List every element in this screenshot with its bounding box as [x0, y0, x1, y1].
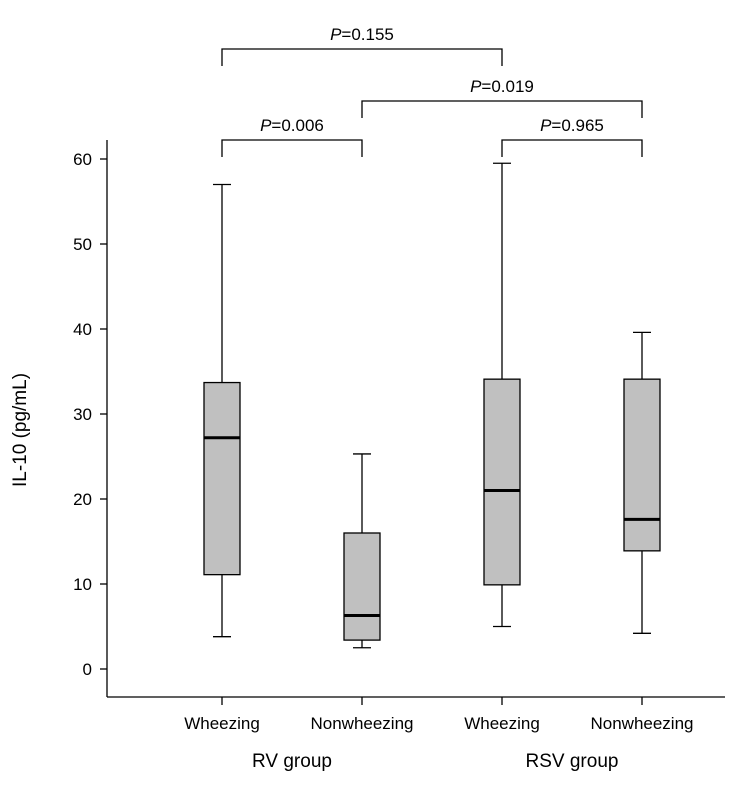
category-labels: Wheezing Nonwheezing Wheezing Nonwheezing RV… [184, 714, 693, 772]
bracket-line [221, 48, 503, 66]
p-symbol: P [470, 77, 482, 96]
y-tick-label: 60 [73, 150, 92, 169]
p-value: =0.006 [271, 116, 323, 135]
category-label: Wheezing [184, 714, 260, 733]
y-tick-label: 20 [73, 490, 92, 509]
p-symbol: P [540, 116, 552, 135]
iqr-box [623, 378, 661, 552]
iqr-box [203, 381, 241, 576]
iqr-box [343, 532, 381, 641]
p-value-label: P=0.155 [330, 25, 394, 44]
bracket-line [361, 100, 643, 118]
p-value-label: P=0.019 [470, 77, 534, 96]
box-4 [623, 331, 661, 705]
comparison-bracket: P=0.019 [361, 77, 643, 118]
comparison-bracket: P=0.155 [221, 25, 503, 66]
comparison-bracket: P=0.006 [221, 116, 363, 157]
y-tick-label: 0 [83, 660, 92, 679]
y-tick-label: 50 [73, 235, 92, 254]
box-2 [343, 453, 381, 705]
iqr-box [483, 378, 521, 586]
p-value: =0.155 [341, 25, 393, 44]
y-tick-label: 40 [73, 320, 92, 339]
p-value-label: P=0.006 [260, 116, 324, 135]
comparison-bracket: P=0.965 [501, 116, 643, 157]
y-axis-title: IL-10 (pg/mL) [10, 373, 31, 487]
y-tick-label: 10 [73, 575, 92, 594]
p-symbol: P [330, 25, 342, 44]
bracket-line [221, 139, 363, 157]
box-3 [483, 162, 521, 705]
group-label: RV group [252, 751, 332, 772]
bracket-line [501, 139, 643, 157]
group-label: RSV group [526, 751, 619, 772]
boxes [203, 162, 661, 705]
p-value: =0.965 [551, 116, 603, 135]
p-symbol: P [260, 116, 272, 135]
category-label: Wheezing [464, 714, 540, 733]
axes: 0 10 20 30 40 50 60 [73, 140, 725, 698]
p-value: =0.019 [481, 77, 533, 96]
category-label: Nonwheezing [310, 714, 413, 733]
p-value-label: P=0.965 [540, 116, 604, 135]
category-label: Nonwheezing [590, 714, 693, 733]
y-tick-label: 30 [73, 405, 92, 424]
box-1 [203, 183, 241, 705]
